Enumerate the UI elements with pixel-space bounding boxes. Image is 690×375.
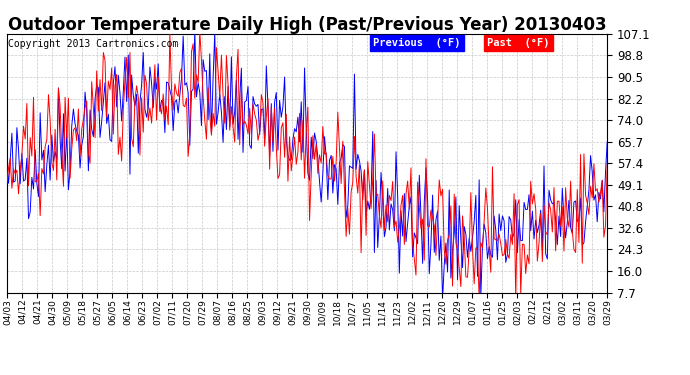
Title: Outdoor Temperature Daily High (Past/Previous Year) 20130403: Outdoor Temperature Daily High (Past/Pre… <box>8 16 607 34</box>
Text: Copyright 2013 Cartronics.com: Copyright 2013 Cartronics.com <box>8 39 179 49</box>
Text: Previous  (°F): Previous (°F) <box>373 38 461 48</box>
Text: Past  (°F): Past (°F) <box>487 38 550 48</box>
